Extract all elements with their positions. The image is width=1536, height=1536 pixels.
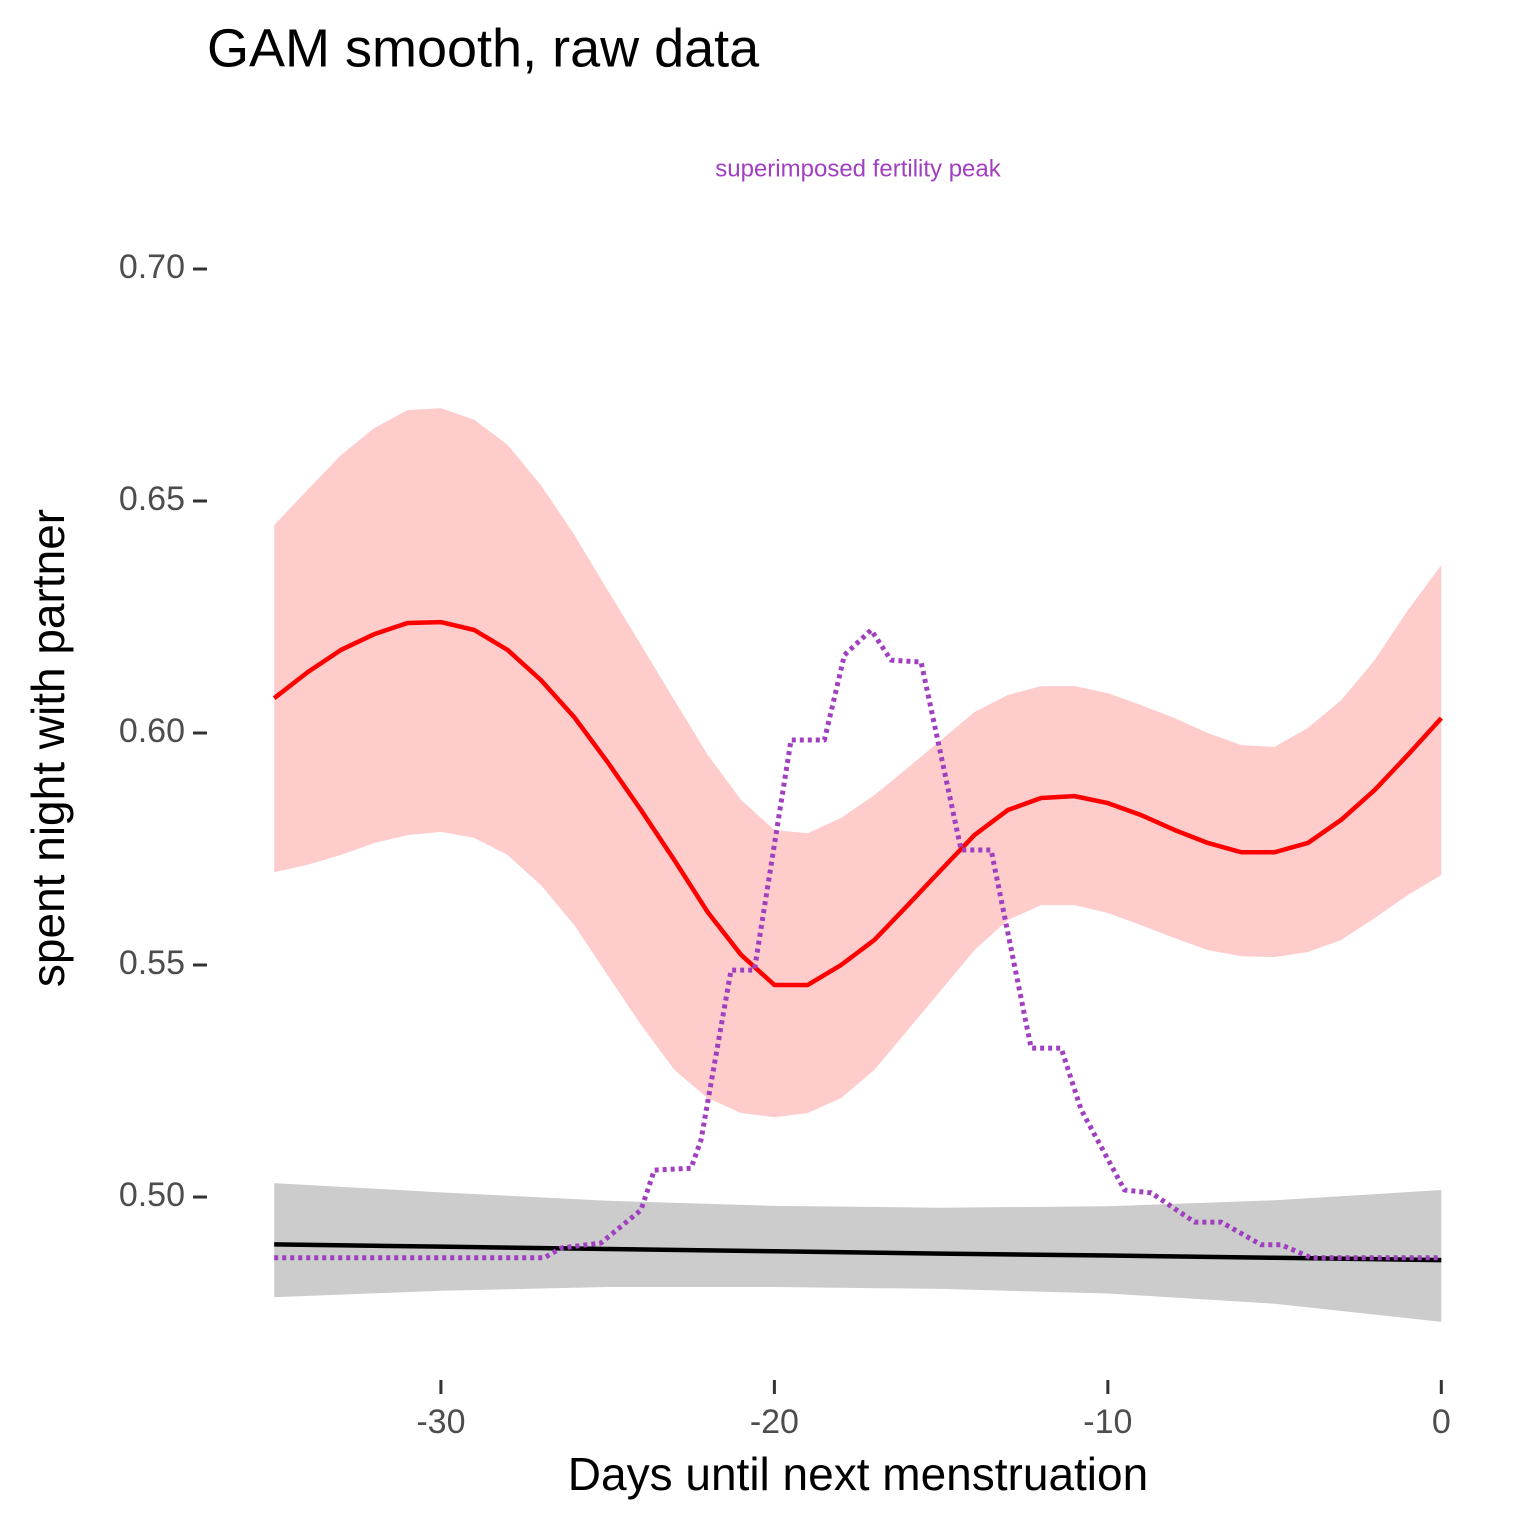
x-tick-label: 0: [1432, 1403, 1451, 1441]
y-tick-label: 0.50: [119, 1176, 185, 1214]
x-tick-label: -20: [750, 1403, 799, 1441]
annotation: superimposed fertility peak: [715, 155, 1001, 182]
y-tick-label: 0.70: [119, 248, 185, 286]
y-tick-label: 0.60: [119, 712, 185, 750]
y-tick-label: 0.65: [119, 480, 185, 518]
x-tick-label: -30: [416, 1403, 465, 1441]
chart-title: GAM smooth, raw data: [207, 18, 760, 78]
x-axis-title: Days until next menstruation: [568, 1448, 1148, 1500]
confidence-band: [274, 408, 1442, 1118]
series-line: [274, 1242, 1442, 1263]
x-tick-label: -10: [1083, 1403, 1132, 1441]
y-axis-title: spent night with partner: [22, 509, 74, 987]
y-tick-label: 0.55: [119, 944, 185, 982]
series-line: [274, 627, 1442, 1261]
series-line: [272, 619, 1443, 988]
